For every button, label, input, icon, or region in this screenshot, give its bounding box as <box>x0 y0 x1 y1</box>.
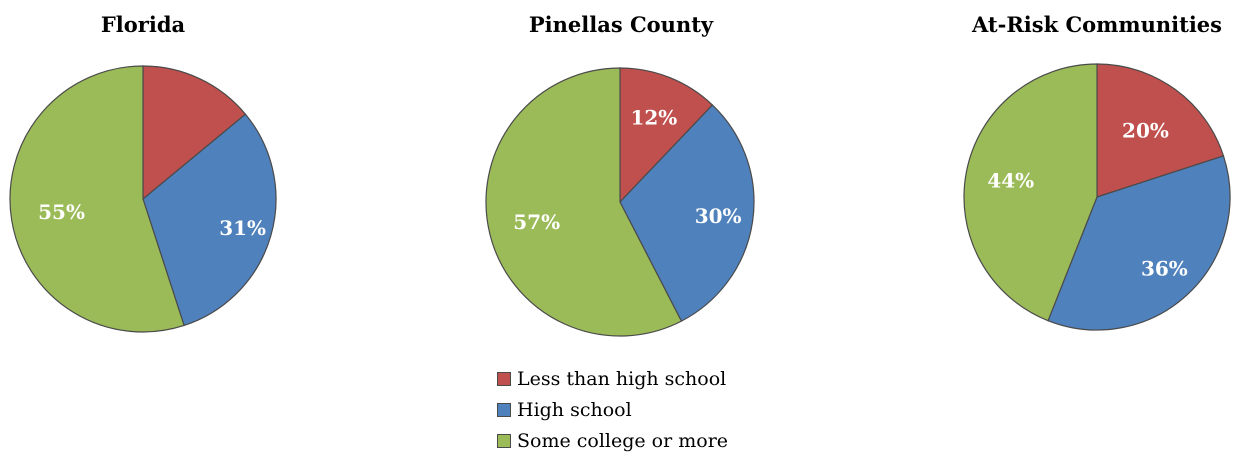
data-label-some-college-or-more: 44% <box>987 169 1034 193</box>
legend-item-high-school: High school <box>497 394 728 425</box>
pie-slice-some-college-or-more <box>963 63 1098 322</box>
pie-florida: 31% 55% <box>9 65 277 333</box>
legend-swatch-some-college-or-more <box>497 433 511 448</box>
legend-label: High school <box>517 398 632 421</box>
legend-label: Less than high school <box>517 367 727 390</box>
pie-slice-some-college-or-more <box>485 67 683 337</box>
data-label-high-school: 30% <box>695 204 742 228</box>
legend-swatch-high-school <box>497 402 511 417</box>
pie-slice-less-than-high-school <box>1096 63 1225 198</box>
chart-title-at-risk-communities: At-Risk Communities <box>972 12 1222 37</box>
data-label-some-college-or-more: 55% <box>38 200 85 224</box>
data-label-high-school: 31% <box>219 216 266 240</box>
data-label-less-than-high-school: 12% <box>630 105 677 129</box>
legend-label: Some college or more <box>517 429 729 452</box>
chart-title-florida: Florida <box>100 12 186 37</box>
pie-slice-high-school <box>1047 155 1231 331</box>
legend-item-some-college-or-more: Some college or more <box>497 425 728 456</box>
pie-slice-some-college-or-more <box>9 65 185 333</box>
pie-slice-high-school <box>142 113 277 327</box>
chart-title-pinellas-county: Pinellas County <box>528 12 714 37</box>
pie-slice-high-school <box>619 104 755 322</box>
legend-item-less-than-high-school: Less than high school <box>497 363 728 394</box>
legend-swatch-less-than-high-school <box>497 371 511 386</box>
pie-slice-less-than-high-school <box>619 67 714 204</box>
pie-slice-less-than-high-school <box>142 65 247 201</box>
data-label-less-than-high-school: 20% <box>1122 118 1169 142</box>
pie-at-risk-communities: 20% 36% 44% <box>963 63 1231 331</box>
data-label-high-school: 36% <box>1141 257 1188 281</box>
legend: Less than high school High school Some c… <box>497 363 728 456</box>
pie-pinellas-county: 12% 30% 57% <box>485 67 755 337</box>
data-label-some-college-or-more: 57% <box>513 210 560 234</box>
